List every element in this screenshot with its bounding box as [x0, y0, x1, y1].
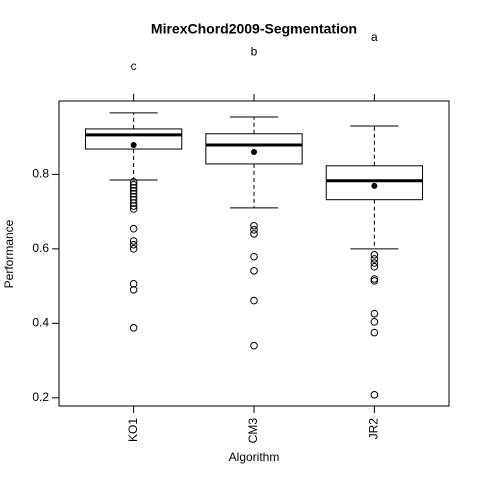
outlier: [250, 230, 258, 238]
outlier: [250, 221, 258, 230]
outlier: [250, 226, 258, 234]
box: [205, 133, 303, 165]
outlier: [370, 277, 379, 285]
outlier: [250, 296, 258, 305]
outlier: [129, 183, 138, 192]
outlier: [129, 199, 138, 207]
mean-point: [371, 182, 378, 189]
outlier: [370, 328, 379, 337]
outlier: [129, 224, 138, 233]
x-tick-label: CM3: [246, 418, 260, 444]
mean-point: [130, 141, 137, 148]
outlier: [129, 186, 138, 195]
outlier: [370, 262, 379, 271]
y-axis-label: Performance: [2, 219, 16, 288]
outlier: [370, 251, 379, 259]
outlier: [370, 309, 379, 318]
group-letter: c: [131, 59, 137, 73]
outlier: [250, 341, 258, 350]
outlier: [250, 252, 258, 261]
outlier: [129, 280, 138, 288]
outlier: [129, 245, 138, 253]
mean-point: [251, 149, 257, 156]
y-tick-label: 0.4: [32, 315, 49, 329]
x-tick-label: KO1: [126, 418, 140, 442]
outlier: [129, 240, 138, 249]
outlier: [129, 202, 138, 210]
outlier: [129, 237, 138, 245]
outlier: [129, 205, 138, 213]
outlier: [129, 286, 138, 294]
x-axis-label: Algorithm: [229, 450, 280, 464]
outlier: [129, 180, 138, 189]
outlier: [129, 189, 138, 198]
group-letter: a: [371, 30, 378, 44]
outlier: [250, 267, 258, 275]
outlier: [129, 178, 138, 186]
x-tick-label: JR2: [367, 418, 381, 440]
group-letter: b: [251, 45, 258, 59]
y-tick-label: 0.6: [32, 241, 49, 255]
y-tick-label: 0.8: [32, 167, 49, 181]
outlier: [370, 391, 379, 399]
outlier: [370, 255, 379, 263]
outlier: [370, 259, 379, 267]
y-tick-label: 0.2: [32, 390, 49, 404]
outlier: [370, 318, 379, 326]
box: [325, 165, 424, 201]
chart-title: MirexChord2009-Segmentation: [151, 21, 357, 37]
outlier: [129, 323, 138, 332]
